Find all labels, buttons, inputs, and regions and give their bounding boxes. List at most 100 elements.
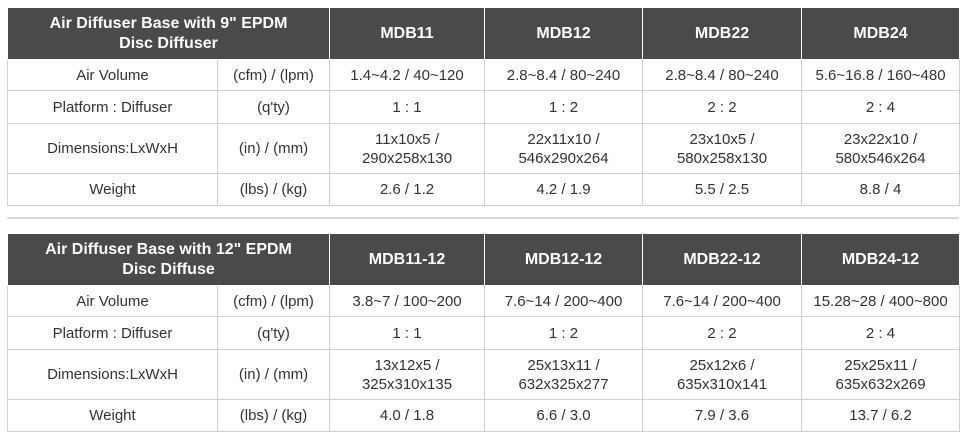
row-unit: (lbs) / (kg) <box>216 399 331 432</box>
table-title: Air Diffuser Base with 9" EPDM Disc Diff… <box>6 7 331 60</box>
row-label: Air Volume <box>7 285 218 317</box>
row-label: Platform : Diffuser <box>7 316 218 350</box>
cell-line: 2 : 4 <box>865 324 896 342</box>
cell-line: 580x258x130 <box>676 149 768 167</box>
cell-line: 25x25x11 / <box>844 356 917 374</box>
cell-line: 25x12x6 / <box>689 356 755 374</box>
cell-line: 5.5 / 2.5 <box>694 181 750 198</box>
cell-line: 23x10x5 / <box>689 130 755 148</box>
cell-line: 2 : 4 <box>865 98 896 116</box>
table-cell: 1 : 1 <box>329 316 486 350</box>
row-label: Air Volume <box>7 59 218 91</box>
row-unit: (cfm) / (lpm) <box>216 285 331 317</box>
table-cell: 25x25x11 /635x632x269 <box>801 349 961 400</box>
table-cell: 13x12x5 /325x310x135 <box>329 349 486 400</box>
row-label: Platform : Diffuser <box>7 90 218 124</box>
cell-line: 23x22x10 / <box>843 130 918 148</box>
cell-line: 290x258x130 <box>361 149 453 167</box>
cell-line: 7.9 / 3.6 <box>694 407 750 424</box>
table-cell: 2 : 4 <box>801 316 961 350</box>
cell-line: 13x12x5 / <box>374 356 440 374</box>
cell-line: 635x632x269 <box>835 375 926 393</box>
table-cell: 8.8 / 4 <box>801 173 961 206</box>
table-cell: 7.9 / 3.6 <box>642 399 803 432</box>
table-title-line: Air Diffuser Base with 12" EPDM <box>45 240 292 258</box>
row-unit: (in) / (mm) <box>216 123 331 174</box>
cell-line: 22x11x10 / <box>527 130 600 148</box>
table-cell: 6.6 / 3.0 <box>484 399 644 432</box>
table-header-row: Air Diffuser Base with 12" EPDM Disc Dif… <box>6 233 961 286</box>
table-row-weight: Weight (lbs) / (kg) 2.6 / 1.2 4.2 / 1.9 … <box>7 173 961 206</box>
cell-line: 2.8~8.4 / 80~240 <box>665 66 779 84</box>
cell-line: 546x290x264 <box>518 149 609 167</box>
table-cell: 2.6 / 1.2 <box>329 173 486 206</box>
table-cell: 23x10x5 /580x258x130 <box>642 123 803 174</box>
table-cell: 5.5 / 2.5 <box>642 173 803 206</box>
table-title: Air Diffuser Base with 12" EPDM Disc Dif… <box>6 233 331 286</box>
table-cell: 3.8~7 / 100~200 <box>329 285 486 317</box>
table-cell: 25x12x6 /635x310x141 <box>642 349 803 400</box>
table-cell: 11x10x5 /290x258x130 <box>329 123 486 174</box>
cell-line: 1.4~4.2 / 40~120 <box>350 66 464 84</box>
table-cell: 4.2 / 1.9 <box>484 173 644 206</box>
table-cell: 15.28~28 / 400~800 <box>801 285 961 317</box>
table-cell: 1 : 2 <box>484 90 644 124</box>
table-cell: 2.8~8.4 / 80~240 <box>642 59 803 91</box>
table-cell: 1.4~4.2 / 40~120 <box>329 59 486 91</box>
row-label: Weight <box>7 173 218 206</box>
table-cell: 4.0 / 1.8 <box>329 399 486 432</box>
table-row-air-volume: Air Volume (cfm) / (lpm) 3.8~7 / 100~200… <box>7 285 961 317</box>
cell-line: 11x10x5 / <box>375 130 439 148</box>
row-unit: (q'ty) <box>216 90 331 124</box>
table-cell: 25x13x11 /632x325x277 <box>484 349 644 400</box>
cell-line: 5.6~16.8 / 160~480 <box>815 66 946 84</box>
table-row-air-volume: Air Volume (cfm) / (lpm) 1.4~4.2 / 40~12… <box>7 59 961 91</box>
model-header: MDB11 <box>329 7 486 60</box>
table-row-platform: Platform : Diffuser (q'ty) 1 : 1 1 : 2 2… <box>7 90 961 124</box>
table-cell: 22x11x10 /546x290x264 <box>484 123 644 174</box>
row-unit: (in) / (mm) <box>216 349 331 400</box>
section-divider <box>7 217 959 219</box>
table-row-weight: Weight (lbs) / (kg) 4.0 / 1.8 6.6 / 3.0 … <box>7 399 961 432</box>
table-cell: 1 : 1 <box>329 90 486 124</box>
cell-line: 8.8 / 4 <box>859 181 902 198</box>
cell-line: 1 : 1 <box>392 98 422 116</box>
table-cell: 1 : 2 <box>484 316 644 350</box>
table-cell: 2 : 4 <box>801 90 961 124</box>
cell-line: 25x13x11 / <box>527 356 600 374</box>
model-header: MDB22-12 <box>642 233 803 286</box>
table-cell: 7.6~14 / 200~400 <box>484 285 644 317</box>
cell-line: 4.2 / 1.9 <box>536 181 591 198</box>
row-label: Dimensions:LxWxH <box>7 349 218 400</box>
cell-line: 2 : 2 <box>707 324 737 342</box>
spec-table-12in: Air Diffuser Base with 12" EPDM Disc Dif… <box>6 233 961 432</box>
cell-line: 2 : 2 <box>707 98 737 116</box>
cell-line: 2.6 / 1.2 <box>379 181 435 198</box>
table-cell: 2.8~8.4 / 80~240 <box>484 59 644 91</box>
table-title-line: Disc Diffuse <box>122 260 215 278</box>
table-title-line: Disc Diffuser <box>119 34 218 52</box>
cell-line: 4.0 / 1.8 <box>379 407 435 424</box>
table-row-dimensions: Dimensions:LxWxH (in) / (mm) 13x12x5 /32… <box>7 349 961 400</box>
cell-line: 13.7 / 6.2 <box>849 407 912 424</box>
cell-line: 632x325x277 <box>518 375 609 393</box>
cell-line: 15.28~28 / 400~800 <box>813 292 948 310</box>
table-cell: 5.6~16.8 / 160~480 <box>801 59 961 91</box>
row-unit: (q'ty) <box>216 316 331 350</box>
row-unit: (lbs) / (kg) <box>216 173 331 206</box>
model-header: MDB11-12 <box>329 233 486 286</box>
model-header: MDB12 <box>484 7 644 60</box>
spec-table-9in: Air Diffuser Base with 9" EPDM Disc Diff… <box>6 7 961 206</box>
table-cell: 13.7 / 6.2 <box>801 399 961 432</box>
table-row-dimensions: Dimensions:LxWxH (in) / (mm) 11x10x5 /29… <box>7 123 961 174</box>
model-header: MDB24 <box>801 7 961 60</box>
table-header-row: Air Diffuser Base with 9" EPDM Disc Diff… <box>6 7 961 60</box>
table-cell: 2 : 2 <box>642 90 803 124</box>
cell-line: 1 : 2 <box>548 324 579 342</box>
cell-line: 1 : 2 <box>548 98 579 116</box>
model-header: MDB12-12 <box>484 233 644 286</box>
cell-line: 635x310x141 <box>676 375 768 393</box>
cell-line: 580x546x264 <box>835 149 926 167</box>
cell-line: 6.6 / 3.0 <box>536 407 591 424</box>
cell-line: 3.8~7 / 100~200 <box>352 292 462 310</box>
